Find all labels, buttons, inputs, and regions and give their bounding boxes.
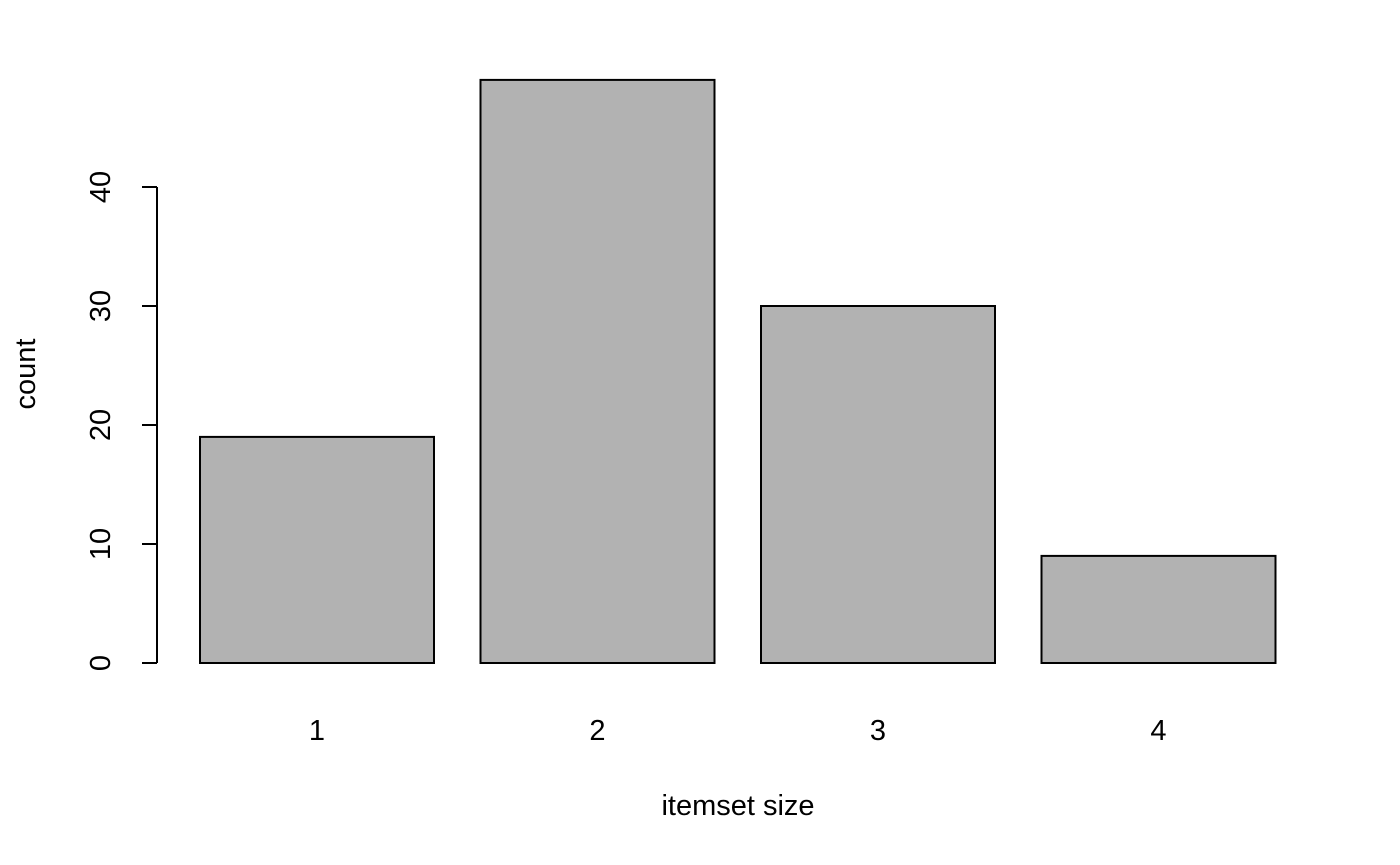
y-tick-label: 0 — [85, 655, 117, 671]
y-tick-label: 30 — [85, 290, 117, 322]
x-tick-labels: 1 2 3 4 — [309, 715, 1167, 747]
x-tick-label: 4 — [1150, 715, 1166, 747]
x-tick-label: 3 — [870, 715, 886, 747]
bars-group — [199, 78, 1277, 665]
y-axis: 0 10 20 30 40 — [85, 171, 158, 671]
y-axis-title: count — [10, 339, 42, 410]
bar-2 — [479, 78, 716, 664]
bar-3 — [760, 305, 996, 664]
x-axis-title: itemset size — [661, 790, 814, 822]
bar-4 — [1040, 554, 1277, 665]
bar-1 — [199, 435, 435, 664]
y-tick-label: 40 — [85, 171, 117, 203]
x-tick-label: 2 — [589, 715, 605, 747]
y-tick-label: 10 — [85, 528, 117, 560]
x-tick-label: 1 — [309, 715, 325, 747]
y-tick-label: 20 — [85, 409, 117, 441]
